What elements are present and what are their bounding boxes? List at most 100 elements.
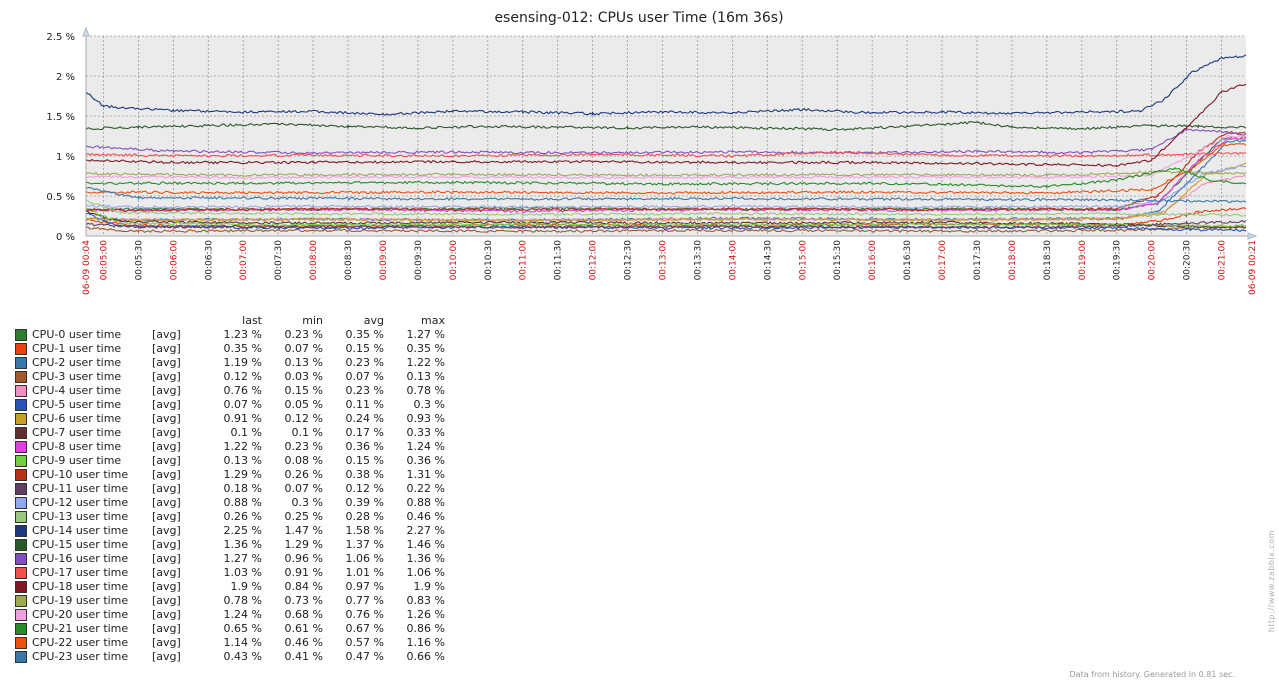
legend-row: CPU-19 user time [avg] 0.78 % 0.73 % 0.77 % 0… (15, 594, 445, 608)
x-tick-label: 00:10:00 (449, 240, 459, 281)
legend-row: CPU-20 user time [avg] 1.24 % 0.68 % 0.76 % 1… (15, 608, 445, 622)
legend-series-name: CPU-1 user time (15, 342, 152, 356)
legend-last-value: 1.29 % (223, 468, 262, 481)
legend-header-avg: avg (363, 314, 384, 327)
legend-avg-value: 0.11 % (345, 398, 384, 411)
legend-swatch (15, 455, 27, 467)
legend-last-value: 1.9 % (230, 580, 262, 593)
legend-row: CPU-2 user time [avg] 1.19 % 0.13 % 0.23 % 1.… (15, 356, 445, 370)
legend-max-value: 1.16 % (406, 636, 445, 649)
legend-max-value: 1.31 % (406, 468, 445, 481)
legend-row: CPU-18 user time [avg] 1.9 % 0.84 % 0.97 % 1.… (15, 580, 445, 594)
legend-swatch (15, 385, 27, 397)
legend-swatch (15, 343, 27, 355)
legend-min-value: 0.46 % (284, 636, 323, 649)
legend-series-name: CPU-6 user time (15, 412, 152, 426)
legend-swatch (15, 357, 27, 369)
legend-swatch (15, 525, 27, 537)
x-tick-label: 00:08:00 (309, 240, 319, 281)
legend-series-label: CPU-1 user time (32, 342, 122, 355)
legend-swatch (15, 329, 27, 341)
legend-min-value: 0.13 % (284, 356, 323, 369)
legend-func-value: [avg] (152, 328, 181, 341)
legend-series-name: CPU-13 user time (15, 510, 152, 524)
legend-series-name: CPU-16 user time (15, 552, 152, 566)
x-tick-label: 00:11:30 (554, 240, 564, 281)
legend-series-label: CPU-10 user time (32, 468, 129, 481)
legend-row: CPU-16 user time [avg] 1.27 % 0.96 % 1.06 % 1… (15, 552, 445, 566)
legend-last-value: 0.91 % (223, 412, 262, 425)
legend-max-value: 1.06 % (406, 566, 445, 579)
legend-row: CPU-7 user time [avg] 0.1 % 0.1 % 0.17 % 0.33… (15, 426, 445, 440)
legend-series-name: CPU-2 user time (15, 356, 152, 370)
legend-min-value: 0.03 % (284, 370, 323, 383)
legend-series-name: CPU-23 user time (15, 650, 152, 664)
legend-row: CPU-9 user time [avg] 0.13 % 0.08 % 0.15 % 0.… (15, 454, 445, 468)
x-tick-label: 00:05:30 (134, 240, 144, 281)
x-tick-label: 00:20:30 (1183, 240, 1193, 281)
series-line-cpu-2-user-time (85, 139, 1247, 222)
x-tick-label: 00:14:00 (728, 240, 738, 281)
legend-avg-value: 1.37 % (345, 538, 384, 551)
series-line-cpu-10-user-time (85, 130, 1247, 213)
x-tick-label: 00:19:00 (1078, 240, 1088, 281)
x-tick-label: 00:17:00 (938, 240, 948, 281)
x-tick-label: 00:14:30 (763, 240, 773, 281)
legend-row: CPU-22 user time [avg] 1.14 % 0.46 % 0.57 % 1… (15, 636, 445, 650)
x-tick-label: 00:07:30 (274, 240, 284, 281)
series-line-cpu-15-user-time (85, 121, 1247, 132)
legend-row: CPU-11 user time [avg] 0.18 % 0.07 % 0.12 % 0… (15, 482, 445, 496)
legend-series-name: CPU-22 user time (15, 636, 152, 650)
legend-rows: CPU-0 user time [avg] 1.23 % 0.23 % 0.35 % 1.… (15, 328, 445, 664)
legend-series-name: CPU-12 user time (15, 496, 152, 510)
legend-row: CPU-14 user time [avg] 2.25 % 1.47 % 1.58 % 2… (15, 524, 445, 538)
legend-last-value: 0.13 % (223, 454, 262, 467)
legend-series-label: CPU-22 user time (32, 636, 129, 649)
legend-avg-value: 0.23 % (345, 356, 384, 369)
legend-avg-value: 0.12 % (345, 482, 384, 495)
x-tick-label: 00:13:30 (693, 240, 703, 281)
legend-avg-value: 1.06 % (345, 552, 384, 565)
axes (82, 26, 1258, 240)
legend-series-label: CPU-5 user time (32, 398, 122, 411)
legend-row: CPU-10 user time [avg] 1.29 % 0.26 % 0.38 % 1… (15, 468, 445, 482)
legend-series-label: CPU-11 user time (32, 482, 129, 495)
legend-func-value: [avg] (152, 384, 181, 397)
legend-series-name: CPU-10 user time (15, 468, 152, 482)
legend-series-label: CPU-21 user time (32, 622, 129, 635)
x-tick-label: 00:19:30 (1113, 240, 1123, 281)
zabbix-link[interactable]: http://www.zabbix.com (1267, 530, 1276, 633)
legend-series-label: CPU-18 user time (32, 580, 129, 593)
legend-row: CPU-4 user time [avg] 0.76 % 0.15 % 0.23 % 0.… (15, 384, 445, 398)
legend-last-value: 1.14 % (223, 636, 262, 649)
legend-max-value: 1.9 % (413, 580, 445, 593)
legend-series-name: CPU-20 user time (15, 608, 152, 622)
legend-swatch (15, 651, 27, 663)
legend-row: CPU-13 user time [avg] 0.26 % 0.25 % 0.28 % 0… (15, 510, 445, 524)
legend-series-label: CPU-6 user time (32, 412, 122, 425)
series-line-cpu-6-user-time (85, 162, 1247, 223)
legend-swatch (15, 483, 27, 495)
y-tick-label: 1 % (56, 152, 75, 163)
series-line-cpu-12-user-time (85, 165, 1247, 210)
legend-swatch (15, 441, 27, 453)
x-tick-label: 00:11:00 (519, 240, 529, 281)
legend-min-value: 0.1 % (291, 426, 323, 439)
x-tick-label: 06-09 00:21 (1248, 240, 1258, 295)
y-tick-label: 0.5 % (46, 192, 75, 203)
legend-avg-value: 0.35 % (345, 328, 384, 341)
legend-row: CPU-8 user time [avg] 1.22 % 0.23 % 0.36 % 1.… (15, 440, 445, 454)
series-line-cpu-22-user-time (85, 142, 1247, 195)
legend-min-value: 0.26 % (284, 468, 323, 481)
legend-series-label: CPU-13 user time (32, 510, 129, 523)
legend-last-value: 1.24 % (223, 608, 262, 621)
series-line-cpu-14-user-time (85, 54, 1247, 116)
legend-func-value: [avg] (152, 510, 181, 523)
legend-min-value: 0.61 % (284, 622, 323, 635)
legend-max-value: 1.24 % (406, 440, 445, 453)
legend-series-label: CPU-3 user time (32, 370, 122, 383)
legend-row: CPU-15 user time [avg] 1.36 % 1.29 % 1.37 % 1… (15, 538, 445, 552)
legend-swatch (15, 553, 27, 565)
legend-last-value: 0.18 % (223, 482, 262, 495)
legend-max-value: 0.13 % (406, 370, 445, 383)
